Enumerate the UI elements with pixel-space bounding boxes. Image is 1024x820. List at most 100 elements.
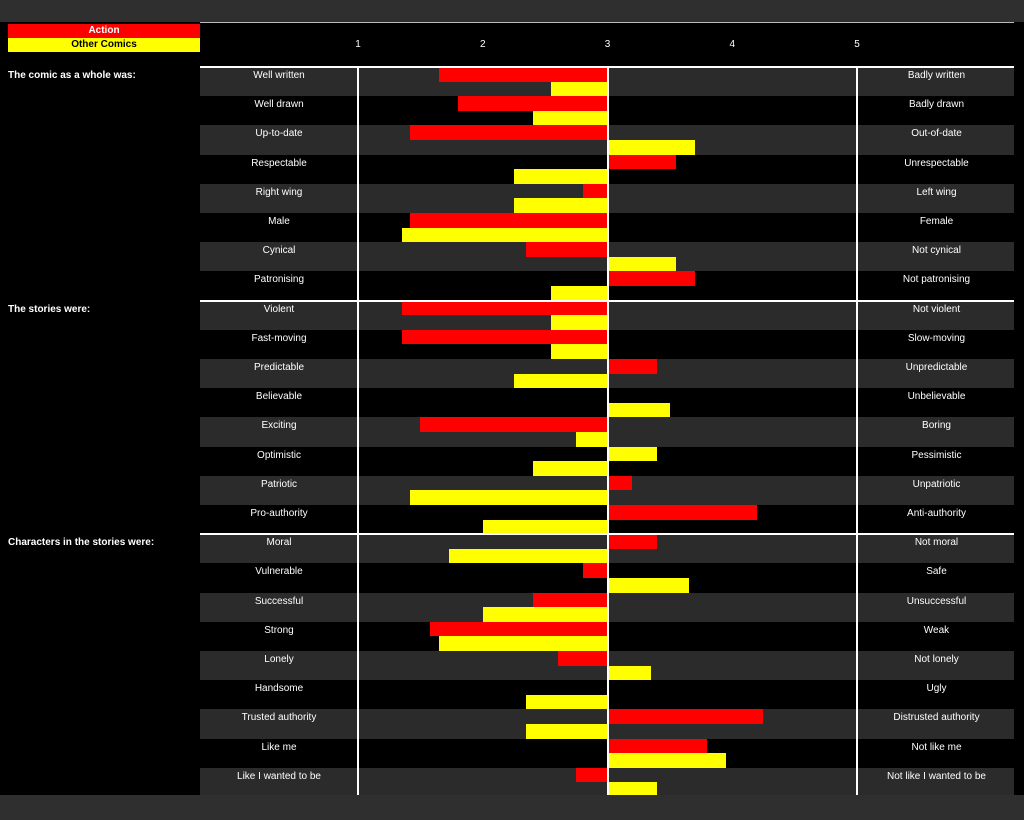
left-label: Male [268, 216, 290, 227]
right-label: Badly drawn [908, 99, 965, 111]
bar-other-comics [551, 81, 608, 97]
bar-other-comics [410, 490, 608, 505]
bar-other-comics [526, 694, 608, 710]
section-title: The stories were: [8, 303, 91, 315]
right-label: Slow-moving [907, 332, 966, 344]
bar-action [526, 242, 608, 257]
top-rule [200, 22, 1014, 23]
left-label: Patronising [253, 274, 305, 286]
bar-action [430, 621, 608, 637]
bar-other-comics [513, 373, 608, 389]
bar-other-comics [482, 519, 608, 535]
left-label: Lonely [264, 654, 294, 665]
bar-action [576, 767, 608, 783]
right-label: Not like I wanted to be [887, 770, 986, 782]
bar-action [582, 183, 608, 199]
bar-action [457, 96, 608, 111]
x-tick-label: 5 [854, 39, 860, 50]
bar-other-comics [607, 140, 695, 155]
section-divider [200, 66, 1014, 68]
left-label: Like I wanted to be [237, 770, 321, 782]
bar-other-comics [551, 315, 608, 330]
bar-action [401, 329, 608, 345]
bar-other-comics [607, 402, 670, 418]
right-label: Unpredictable [905, 362, 968, 373]
left-label: Successful [254, 595, 304, 607]
right-label: Out-of-date [911, 128, 962, 140]
bar-action [410, 213, 608, 228]
bar-action [439, 67, 608, 82]
right-label: Left wing [916, 186, 957, 198]
right-label: Unbelievable [907, 391, 966, 403]
bar-action [401, 300, 608, 316]
left-label: Vulnerable [255, 566, 303, 578]
gridline-5 [856, 66, 858, 795]
bar-action [410, 125, 608, 140]
semantic-differential-chart: Action Other Comics 1 2 3 4 5 The comic as a … [0, 22, 1024, 795]
right-label: Not patronising [902, 274, 971, 286]
section-divider [200, 299, 1014, 302]
section-title: The comic as a whole was: [8, 70, 136, 81]
bar-other-comics [607, 665, 652, 681]
left-label: Cynical [262, 245, 296, 257]
bar-action [607, 475, 633, 491]
bar-action [582, 563, 608, 578]
left-label: Moral [266, 537, 292, 549]
right-label: Not lonely [914, 654, 959, 665]
x-tick-label: 4 [729, 39, 736, 50]
left-label: Optimistic [257, 449, 301, 461]
gridline-1 [357, 66, 359, 795]
bar-action [607, 154, 677, 170]
right-label: Anti-authority [907, 508, 966, 519]
bar-action [607, 505, 758, 520]
right-label: Not like me [911, 741, 962, 753]
right-label: Distrusted authority [893, 712, 980, 724]
right-label: Not cynical [912, 245, 961, 257]
right-label: Not moral [914, 537, 959, 549]
bar-action [557, 651, 608, 666]
bar-action [420, 417, 608, 432]
right-label: Weak [923, 624, 950, 636]
left-label: Fast-moving [251, 332, 307, 344]
right-label: Ugly [926, 683, 947, 695]
bar-other-comics [607, 578, 689, 593]
right-label: Pessimistic [911, 449, 962, 461]
bar-other-comics [439, 636, 608, 651]
left-label: Well drawn [254, 99, 304, 111]
left-label: Patriotic [260, 478, 298, 490]
x-tick-label: 1 [355, 39, 361, 50]
bar-other-comics [532, 110, 608, 126]
right-label: Unrespectable [904, 157, 969, 169]
x-tick-label: 2 [479, 39, 486, 50]
bar-other-comics [551, 344, 608, 359]
left-label: Violent [263, 303, 295, 315]
bar-action [532, 592, 608, 608]
left-label: Respectable [251, 157, 307, 169]
right-label: Unsuccessful [906, 595, 967, 607]
baseline-3 [606, 66, 609, 795]
left-label: Believable [255, 391, 303, 403]
right-label: Badly written [907, 70, 966, 81]
right-label: Female [919, 216, 954, 227]
bar-other-comics [482, 607, 608, 622]
bar-other-comics [551, 286, 608, 301]
bar-other-comics [401, 227, 608, 243]
left-label: Exciting [261, 420, 297, 432]
left-label: Like me [261, 741, 297, 753]
x-tick-label: 3 [604, 39, 611, 50]
right-label: Boring [922, 420, 951, 432]
right-label: Safe [926, 566, 947, 578]
bar-action [607, 534, 658, 549]
section-divider [200, 533, 1014, 536]
left-label: Handsome [254, 683, 304, 695]
right-label: Not violent [912, 303, 961, 315]
bar-other-comics [513, 198, 608, 213]
left-label: Up-to-date [255, 128, 303, 140]
bar-other-comics [513, 169, 608, 184]
left-label: Right wing [255, 186, 303, 198]
legend-other-comics: Other Comics [8, 38, 200, 52]
bar-other-comics [607, 753, 726, 768]
bar-other-comics [532, 461, 608, 476]
bar-other-comics [576, 432, 608, 447]
bar-action [607, 359, 658, 374]
